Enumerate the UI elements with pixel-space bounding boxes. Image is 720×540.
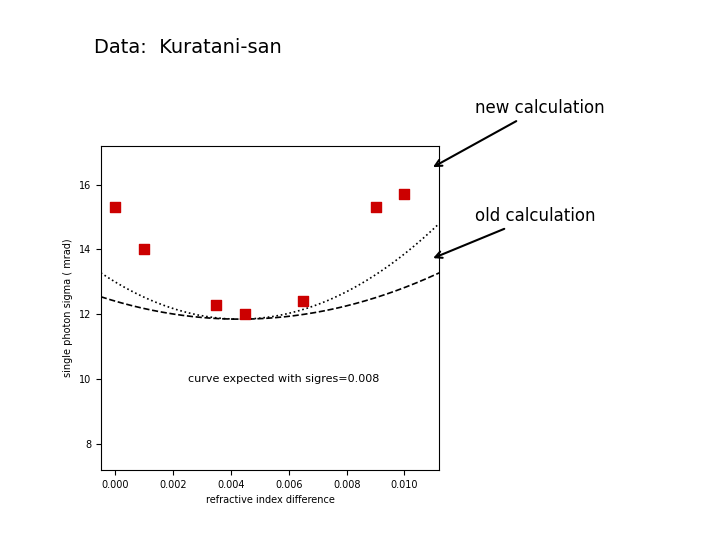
Text: new calculation: new calculation — [435, 99, 605, 166]
Point — [109, 203, 121, 212]
Text: curve expected with sigres=0.008: curve expected with sigres=0.008 — [188, 374, 379, 384]
Point — [138, 245, 150, 254]
Point — [297, 297, 309, 306]
Point — [211, 300, 222, 309]
Text: Data:  Kuratani-san: Data: Kuratani-san — [94, 38, 282, 57]
Text: old calculation: old calculation — [436, 207, 595, 258]
X-axis label: refractive index difference: refractive index difference — [206, 495, 334, 505]
Y-axis label: single photon sigma ( mrad): single photon sigma ( mrad) — [63, 239, 73, 377]
Point — [399, 190, 410, 199]
Point — [240, 310, 251, 319]
Point — [370, 203, 382, 212]
